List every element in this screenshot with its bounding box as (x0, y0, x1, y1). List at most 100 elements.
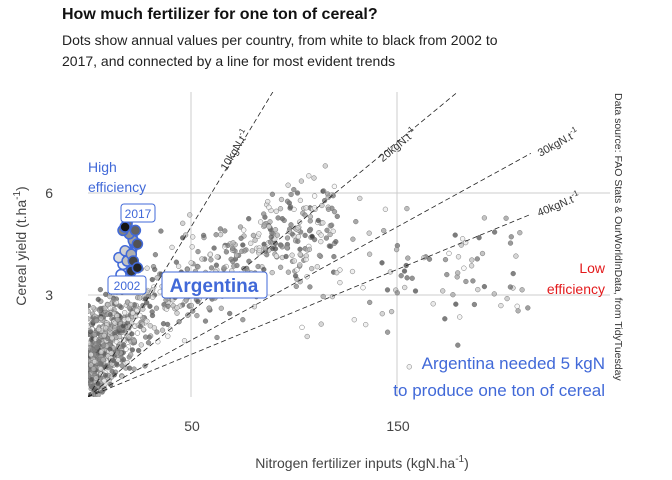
data-dot (311, 193, 318, 199)
data-dot (284, 245, 290, 251)
data-dot (142, 334, 149, 340)
data-dot (322, 163, 328, 169)
data-dot (513, 253, 519, 259)
data-dot (114, 362, 120, 368)
data-dot (274, 232, 281, 238)
x-axis-label: Nitrogen fertilizer inputs (kgN.ha-1) (255, 454, 469, 471)
data-dot (363, 321, 369, 328)
data-dot (159, 327, 166, 333)
data-dot (153, 305, 160, 311)
data-dot (208, 265, 215, 271)
data-dot (269, 269, 275, 276)
data-dot (98, 305, 104, 312)
data-dot (330, 193, 336, 199)
data-dot (137, 295, 143, 301)
data-dot (507, 240, 514, 246)
data-dot (284, 198, 291, 204)
data-dot (238, 235, 244, 241)
annotations: High efficiency Low efficiency Argentina… (88, 159, 606, 400)
data-dot (366, 230, 372, 236)
data-dot (285, 182, 291, 188)
data-dot (88, 308, 91, 314)
message-line: to produce one ton of cereal (393, 381, 605, 400)
data-dot (508, 234, 514, 240)
reference-line (88, 152, 532, 397)
data-dot (268, 234, 274, 240)
data-dot (222, 228, 228, 234)
data-dot (88, 316, 91, 322)
data-dot (120, 337, 127, 343)
data-dot (103, 325, 109, 331)
data-dot (291, 258, 297, 264)
data-dot (450, 292, 456, 298)
argentina-point (129, 224, 142, 237)
data-dot (129, 347, 136, 353)
data-dot (331, 209, 338, 215)
data-dot (285, 269, 292, 275)
data-dot (129, 331, 135, 337)
data-dot (109, 335, 115, 341)
data-dot (120, 342, 127, 348)
data-dot (149, 276, 155, 283)
data-dot (208, 257, 214, 263)
data-dot (134, 307, 140, 314)
data-dot (96, 339, 102, 345)
data-dot (306, 173, 312, 179)
data-dot (230, 258, 236, 265)
data-dot (315, 217, 321, 224)
data-dot (278, 196, 285, 203)
data-dot (213, 232, 219, 238)
data-dot (318, 321, 324, 327)
data-dot (525, 305, 531, 311)
data-dot (295, 238, 301, 244)
data-dot (470, 278, 476, 284)
data-dot (294, 190, 301, 196)
data-dot (145, 340, 152, 346)
data-dot (155, 339, 161, 345)
data-dot (188, 302, 195, 309)
data-dot (277, 242, 284, 248)
data-dot (394, 290, 400, 296)
data-dot (165, 333, 171, 339)
data-dot (457, 314, 463, 320)
data-dot (137, 323, 143, 330)
y-axis-label: Cereal yield (t.ha-1) (12, 186, 29, 305)
data-dot (269, 191, 276, 197)
data-dot (165, 303, 171, 309)
data-dot (474, 256, 480, 262)
data-dot (307, 284, 313, 290)
data-dot (218, 305, 224, 311)
data-dot (387, 269, 394, 275)
data-dot (88, 362, 94, 368)
data-dot (330, 228, 336, 234)
data-dot (147, 303, 153, 309)
data-dot (297, 197, 304, 204)
data-dot (128, 301, 134, 308)
data-dot (405, 255, 411, 261)
reference-line-label: 10kgN.t-1 (216, 126, 252, 173)
data-dot (131, 366, 137, 372)
data-dot (249, 248, 255, 254)
reference-line-label: 30kgN.t-1 (534, 124, 581, 159)
data-dot (194, 263, 200, 270)
data-dot (273, 208, 279, 214)
data-dot (261, 211, 267, 217)
data-dot (115, 357, 121, 363)
data-dot (510, 270, 516, 277)
data-dot (337, 279, 343, 286)
data-dot (327, 231, 333, 238)
data-dot (190, 234, 196, 240)
data-dot (200, 232, 207, 239)
data-dot (111, 297, 117, 303)
data-dot (174, 310, 180, 316)
data-dot (272, 240, 279, 246)
data-dot (152, 252, 159, 258)
data-dot (160, 321, 167, 327)
data-dot (277, 206, 284, 212)
data-dot (289, 252, 295, 258)
data-dot (350, 236, 356, 242)
data-dot (331, 183, 338, 190)
data-dot (95, 296, 101, 303)
data-dot (108, 374, 115, 380)
